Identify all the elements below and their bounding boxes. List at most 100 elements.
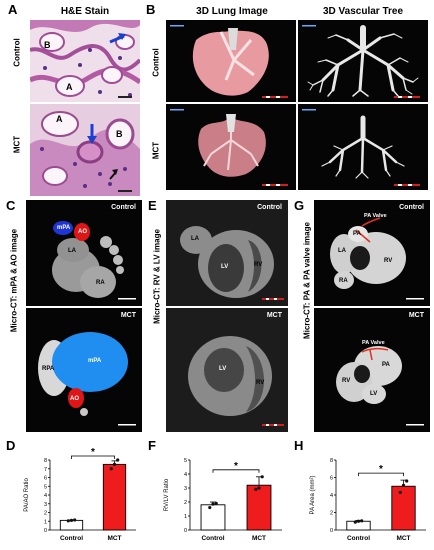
- chart-d-xtick-label-1: MCT: [107, 535, 121, 542]
- chart-f-point-1-1: [257, 486, 261, 490]
- panel-b-header-lung: 3D Lung Image: [196, 6, 268, 17]
- panel-b-row-mct: MCT: [151, 141, 161, 160]
- panel-c-side-label: Micro-CT: mPA & AO image: [9, 228, 19, 333]
- panel-b-header-vascular: 3D Vascular Tree: [322, 6, 404, 17]
- chart-f-bar-0: [200, 504, 226, 531]
- chart-f-sig-bracket: [212, 469, 260, 473]
- chart-h-point-0-1: [356, 519, 361, 523]
- panel-g-label-rv: RV: [384, 258, 393, 264]
- chart-f-point-1-2: [260, 475, 264, 479]
- panel-g-label-lv-mct: LV: [370, 391, 378, 397]
- chart-f-xtick-label-0: Control: [201, 535, 224, 542]
- panel-e-label-la: LA: [191, 236, 199, 242]
- chart-d-ytick-label-1: 1: [44, 519, 47, 525]
- panel-f-letter: F: [148, 438, 156, 453]
- chart-h-ytick-label-3: 6: [330, 476, 333, 482]
- panel-a-row-mct: MCT: [12, 135, 22, 154]
- chart-h-xtick-label-0: Control: [347, 535, 370, 542]
- chart-f-bar-1: [246, 484, 272, 531]
- panel-e-label-rv: RV: [254, 262, 263, 268]
- vascular-tree-control-image: [298, 20, 428, 102]
- he-stain-control-image: B A: [30, 20, 140, 102]
- panel-e-label-lv: LV: [221, 264, 229, 270]
- panel-e-label-rv-mct: RV: [256, 380, 265, 386]
- panel-e-tag-mct: MCT: [266, 312, 282, 319]
- chart-h-point-0-2: [360, 519, 364, 523]
- chart-d-ytick-label-5: 5: [44, 484, 47, 490]
- panel-c-label-mpa-mct: mPA: [88, 358, 102, 364]
- chart-h-xtick-label-1: MCT: [396, 535, 410, 542]
- panel-g-label-rv-mct: RV: [342, 378, 351, 384]
- panel-a-letter: A: [8, 2, 18, 17]
- chart-h-sig-star: *: [379, 464, 383, 475]
- chart-h-point-1-0: [398, 490, 402, 494]
- panel-c-label-ao-mct: AO: [70, 396, 79, 402]
- panel-e-label-lv-mct: LV: [219, 366, 227, 372]
- microct-mpa-ao-control-image: Control mPA AO LA RA: [26, 200, 142, 306]
- chart-d-point-1-2: [116, 458, 120, 462]
- panel-b-letter: B: [146, 2, 156, 17]
- chart-d-point-0-2: [73, 518, 77, 522]
- chart-h-point-1-2: [405, 479, 409, 483]
- panel-a-header: H&E Stain: [60, 6, 110, 17]
- chart-f-point-0-2: [214, 501, 218, 505]
- chart-d-ytick-label-0: 0: [44, 528, 47, 534]
- microct-pa-valve-control-image: Control PA Valve PA LA RV RA: [314, 200, 430, 306]
- microct-mpa-ao-mct-image: MCT mPA RPA AO: [26, 308, 142, 432]
- chart-d-ytick-label-8: 8: [44, 458, 47, 464]
- chart-f-xtick-label-1: MCT: [252, 535, 266, 542]
- microct-pa-valve-mct-image: MCT PA Valve PA RV LV: [314, 308, 430, 432]
- chart-d-ytick-label-4: 4: [44, 493, 47, 499]
- panel-g-tag-mct: MCT: [408, 312, 424, 319]
- panel-h-letter: H: [294, 438, 304, 453]
- chart-f-ytick-label-4: 4: [184, 472, 187, 478]
- lung-3d-control-image: [166, 20, 296, 102]
- pa-area-chart: PA Area (mm²) 0 2 4 6 8 Control MCT *: [310, 458, 426, 542]
- chart-h-sig-bracket: [358, 472, 404, 477]
- chart-d-ytick-label-3: 3: [44, 502, 47, 508]
- chart-d-bar-1: [102, 463, 127, 531]
- chart-d-ylabel: PA/AO Ratio: [24, 478, 30, 512]
- chart-f-ytick-label-2: 2: [184, 500, 187, 506]
- chart-d-sig-bracket: [71, 455, 115, 459]
- rv-lv-ratio-chart: RV/LV Ratio 0 1 2 3 4 5 Control MCT *: [164, 458, 282, 542]
- panel-c-tag-control: Control: [111, 204, 136, 211]
- panel-c-label-rpa: RPA: [42, 366, 55, 372]
- panel-g-label-pa: PA: [353, 231, 361, 237]
- chart-d-ytick-label-7: 7: [44, 467, 47, 473]
- panel-e-tag-control: Control: [257, 204, 282, 211]
- he-mct-label-a: A: [56, 114, 63, 124]
- microct-rv-lv-mct-image: MCT LV RV: [166, 308, 288, 432]
- chart-f-point-0-0: [208, 506, 212, 510]
- chart-d-ytick-label-6: 6: [44, 476, 47, 482]
- chart-f-point-1-0: [254, 487, 258, 491]
- chart-h-ytick-label-1: 2: [330, 511, 333, 517]
- panel-g-tag-control: Control: [399, 204, 424, 211]
- chart-f-ytick-label-3: 3: [184, 486, 187, 492]
- panel-c-label-mpa: mPA: [57, 225, 71, 231]
- chart-h-ytick-label-2: 4: [330, 493, 333, 499]
- chart-h-bar-1: [391, 485, 416, 531]
- he-stain-mct-image: A B: [30, 104, 140, 196]
- panel-b-row-control: Control: [151, 48, 161, 77]
- chart-f-point-0-1: [211, 502, 215, 506]
- chart-f-ytick-label-5: 5: [184, 458, 187, 464]
- panel-c-tag-mct: MCT: [120, 312, 136, 319]
- panel-a-row-control: Control: [12, 38, 22, 67]
- panel-e-side-label: Micro-CT: RV & LV image: [152, 229, 162, 324]
- microct-rv-lv-control-image: Control LA LV RV: [166, 200, 288, 306]
- he-control-label-a: A: [66, 82, 73, 92]
- he-mct-label-b: B: [116, 129, 123, 139]
- chart-d-point-0-1: [69, 518, 74, 522]
- he-control-label-b: B: [44, 40, 51, 50]
- chart-h-ylabel: PA Area (mm²): [310, 476, 316, 515]
- panel-g-label-pa-valve-mct: PA Valve: [362, 340, 385, 346]
- panel-c-letter: C: [6, 198, 16, 213]
- panel-g-side-label: Micro-CT: PA & PA valve image: [302, 222, 312, 339]
- panel-g-label-pa-valve: PA Valve: [364, 213, 387, 219]
- chart-d-xtick-label-0: Control: [60, 535, 83, 542]
- chart-h-ytick-label-4: 8: [330, 458, 333, 464]
- chart-f-ytick-label-0: 0: [184, 528, 187, 534]
- panel-g-letter: G: [294, 198, 305, 213]
- chart-d-sig-star: *: [91, 447, 95, 458]
